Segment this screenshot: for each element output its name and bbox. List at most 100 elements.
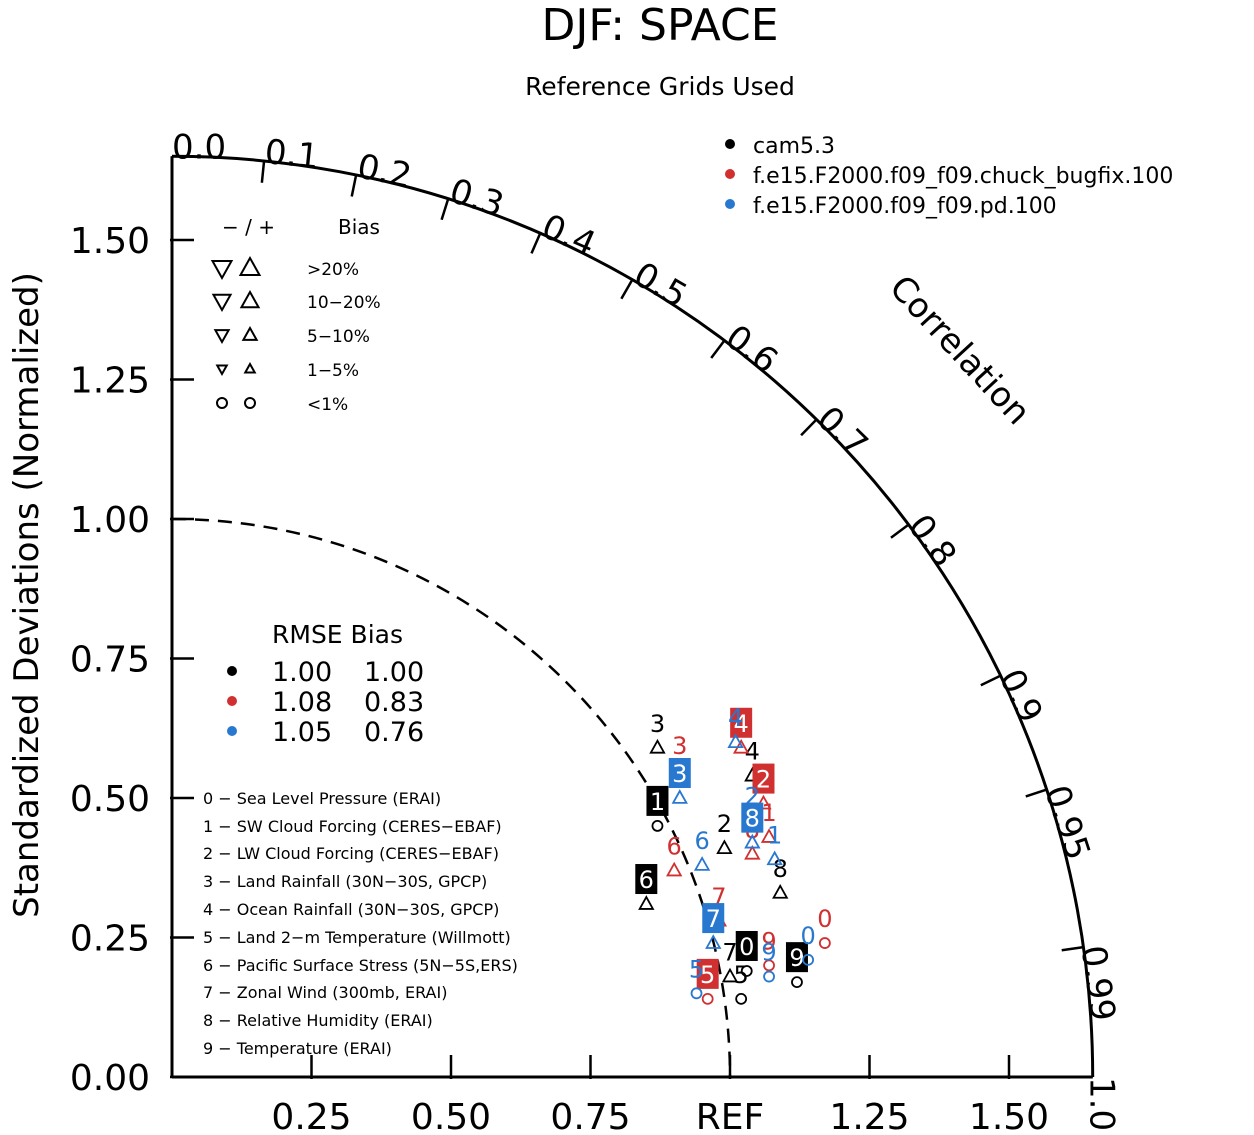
case-item-9: 9 − Temperature (ERAI): [203, 1039, 392, 1058]
correlation-axis-title: Correlation: [881, 268, 1038, 433]
triangle-up-icon: [241, 325, 259, 341]
data-point-label: 4: [745, 738, 760, 766]
correlation-tick-mark: [890, 523, 910, 539]
data-point-label: 2: [717, 810, 732, 838]
case-list: 0 − Sea Level Pressure (ERAI) 1 − SW Clo…: [203, 789, 518, 1058]
data-point-label: 3: [650, 710, 665, 738]
triangle-down-icon: [210, 260, 234, 281]
case-item-6: 6 − Pacific Surface Stress (5N−5S,ERS): [203, 956, 518, 975]
legend-dot-pd: [725, 199, 735, 209]
correlation-tick-label: 0.0: [172, 127, 226, 167]
bias-legend-row-1: 10−20%: [307, 293, 381, 313]
case-item-8: 8 − Relative Humidity (ERAI): [203, 1011, 433, 1030]
data-point-marker: [740, 965, 753, 977]
x-tick-label: 1.25: [829, 1097, 909, 1135]
y-axis-label: Standardized Deviations (Normalized): [7, 272, 47, 918]
y-tick-label: 1.00: [70, 500, 150, 541]
correlation-tick-label: 0.5: [627, 255, 694, 317]
correlation-tick-mark: [1061, 945, 1084, 952]
x-tick-label: 1.50: [969, 1097, 1049, 1135]
bias-value-pd: 0.76: [364, 717, 424, 748]
data-point-label: 3: [672, 760, 687, 788]
data-point-label: 0: [739, 933, 754, 961]
data-point-marker: [690, 987, 703, 1000]
rmse-dot-chuck: [227, 696, 237, 706]
correlation-tick-label: 0.3: [445, 171, 509, 225]
data-point-marker: [693, 856, 711, 871]
triangle-up-icon: [238, 255, 262, 276]
series-legend: cam5.3 f.e15.F2000.f09_f09.chuck_bugfix.…: [725, 134, 1173, 219]
data-point-label: 6: [694, 827, 709, 855]
data-point-marker: [716, 839, 733, 855]
case-item-2: 2 − LW Cloud Forcing (CERES−EBAF): [203, 844, 499, 863]
y-tick-label: 0.75: [70, 640, 150, 681]
case-item-4: 4 − Ocean Rainfall (30N−30S, GPCP): [203, 900, 499, 919]
data-point-label-box: [752, 763, 775, 794]
reference-arc: [171, 517, 732, 1078]
bias-legend-sign-header: − / +: [222, 215, 275, 239]
data-point-marker: [671, 789, 688, 804]
data-point-marker: [666, 861, 683, 877]
data-point-label: 9: [761, 927, 776, 955]
data-point-label-box: [741, 802, 764, 833]
case-item-3: 3 − Land Rainfall (30N−30S, GPCP): [203, 872, 487, 891]
data-point-label: 3: [672, 732, 687, 760]
correlation-tick-mark: [530, 232, 542, 254]
triangle-down-icon: [215, 364, 229, 377]
y-tick-label: 1.50: [70, 221, 150, 262]
x-tick-label: REF: [696, 1097, 764, 1135]
correlation-tick-mark: [260, 160, 266, 183]
data-point-marker: [727, 733, 744, 748]
correlation-tick-mark: [440, 198, 450, 221]
correlation-tick-label: 0.8: [900, 507, 964, 574]
data-point-marker: [744, 844, 761, 860]
data-point-label: 9: [761, 939, 776, 967]
bias-legend-row-2: 5−10%: [307, 327, 370, 347]
data-point-label: 5: [689, 955, 704, 983]
data-point-label: 0: [800, 922, 815, 950]
data-point-label: 8: [745, 805, 760, 833]
data-point-label: 1: [761, 799, 776, 827]
correlation-tick-mark: [620, 279, 634, 300]
case-item-7: 7 − Zonal Wind (300mb, ERAI): [203, 983, 447, 1002]
data-point-label-box: [668, 758, 691, 788]
data-point-label: 6: [667, 833, 682, 861]
rmse-dot-cam: [227, 666, 237, 676]
data-point-marker: [802, 953, 815, 966]
rmse-legend-header: RMSE Bias: [272, 620, 403, 649]
x-tick-label: 0.75: [550, 1097, 630, 1135]
data-point-marker: [818, 937, 831, 949]
data-point-label-box: [735, 930, 758, 961]
data-point-marker: [755, 794, 772, 810]
case-item-0: 0 − Sea Level Pressure (ERAI): [203, 789, 441, 808]
bias-legend-row-3: 1−5%: [307, 361, 359, 381]
triangle-down-icon: [213, 329, 231, 345]
data-point-label: 8: [773, 855, 788, 883]
legend-dot-cam: [725, 139, 735, 149]
data-point-marker: [760, 828, 778, 843]
bias-legend-row-4: <1%: [307, 395, 348, 415]
correlation-tick-label: 0.7: [809, 399, 876, 465]
legend-label-chuck: f.e15.F2000.f09_f09.chuck_bugfix.100: [753, 164, 1173, 189]
data-point-marker: [766, 850, 783, 866]
data-point-label-box: [646, 785, 669, 816]
correlation-tick-mark: [980, 674, 1002, 687]
y-tick-label: 1.25: [70, 361, 150, 402]
data-point-marker: [638, 895, 655, 910]
rmse-value-cam: 1.00: [272, 657, 332, 688]
data-point-marker: [763, 959, 775, 972]
data-point-label: 4: [734, 710, 749, 738]
data-point-marker: [744, 833, 761, 849]
correlation-tick-label: 1.0: [1082, 1077, 1122, 1131]
legend-label-cam: cam5.3: [753, 134, 835, 159]
rmse-value-pd: 1.05: [272, 717, 332, 748]
correlation-tick-mark: [800, 418, 818, 437]
data-point-marker: [763, 970, 775, 983]
rmse-dot-pd: [227, 726, 237, 736]
y-tick-label: 0.00: [70, 1058, 150, 1099]
correlation-tick-mark: [1025, 788, 1048, 798]
data-point-label: 5: [700, 961, 715, 989]
data-point-label: 0: [817, 905, 832, 933]
case-item-5: 5 − Land 2−m Temperature (Willmott): [203, 928, 511, 947]
data-point-marker: [651, 820, 664, 832]
